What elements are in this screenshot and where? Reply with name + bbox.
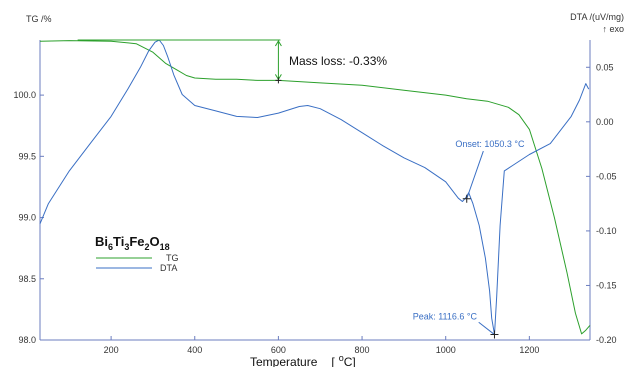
- series-line-tg: [39, 40, 591, 335]
- y-left-tick-label-3: 99.5: [18, 151, 36, 161]
- peak-label: Peak: 1116.6 °C: [413, 311, 478, 321]
- y-right-axis-sublabel: ↑ exo: [602, 24, 624, 34]
- compound-sub-bi: 6: [108, 242, 113, 252]
- compound-el-ti: Ti: [113, 234, 124, 249]
- x-axis-label-word: Temperature: [250, 355, 318, 367]
- x-tick-label-800: 800: [355, 345, 370, 355]
- compound-sub-fe: 2: [145, 242, 150, 252]
- y-right-tick-label-1: -0.15: [596, 280, 617, 290]
- x-axis-label: Temperature [ oC]: [250, 353, 356, 367]
- y-left-tick-label-0: 98.0: [18, 335, 36, 345]
- compound-el-o: O: [150, 234, 160, 249]
- x-axis-label-unit: C]: [344, 355, 356, 367]
- legend-label-tg: TG: [166, 253, 179, 263]
- x-tick-label-600: 600: [271, 345, 286, 355]
- y-right-axis-label: DTA /(uV/mg): [570, 12, 624, 22]
- x-tick-label-1200: 1200: [519, 345, 539, 355]
- y-left-tick-label-4: 100.0: [13, 90, 36, 100]
- compound-sub-o: 18: [160, 242, 170, 252]
- series-line-dta: [39, 39, 590, 335]
- x-tick-label-200: 200: [104, 345, 119, 355]
- onset-marker: [462, 194, 471, 203]
- y-right-tick-label-5: 0.05: [596, 62, 614, 72]
- y-left-axis-label: TG /%: [26, 14, 52, 24]
- onset-leader-line: [466, 150, 484, 199]
- x-tick-label-400: 400: [187, 345, 202, 355]
- compound-el-bi: Bi: [95, 234, 108, 249]
- y-right-tick-label-3: -0.05: [596, 171, 617, 181]
- legend-label-dta: DTA: [160, 263, 177, 273]
- compound-title: Bi6Ti3Fe2O18: [95, 234, 170, 252]
- compound-el-fe: Fe: [129, 234, 144, 249]
- y-left-tick-label-1: 98.5: [18, 274, 36, 284]
- x-tick-label-1000: 1000: [436, 345, 456, 355]
- y-left-tick-label-2: 99.0: [18, 213, 36, 223]
- mass-loss-arrow-head-top: [274, 40, 282, 47]
- mass-loss-marker: [275, 77, 282, 84]
- x-axis-label-degree: o: [339, 353, 344, 363]
- y-right-tick-label-4: 0.00: [596, 117, 614, 127]
- x-axis-label-bracket: [: [331, 355, 335, 367]
- peak-marker: [490, 330, 499, 339]
- peak-leader-line: [478, 321, 495, 335]
- y-right-tick-label-2: -0.10: [596, 226, 617, 236]
- compound-sub-ti: 3: [124, 242, 129, 252]
- y-right-tick-label-0: -0.20: [596, 335, 617, 345]
- onset-label: Onset: 1050.3 °C: [455, 139, 525, 149]
- mass-loss-label: Mass loss: -0.33%: [289, 54, 387, 68]
